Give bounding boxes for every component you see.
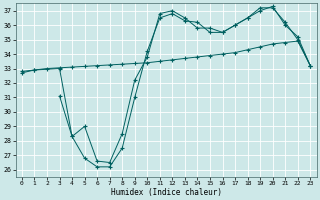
X-axis label: Humidex (Indice chaleur): Humidex (Indice chaleur) (111, 188, 221, 197)
